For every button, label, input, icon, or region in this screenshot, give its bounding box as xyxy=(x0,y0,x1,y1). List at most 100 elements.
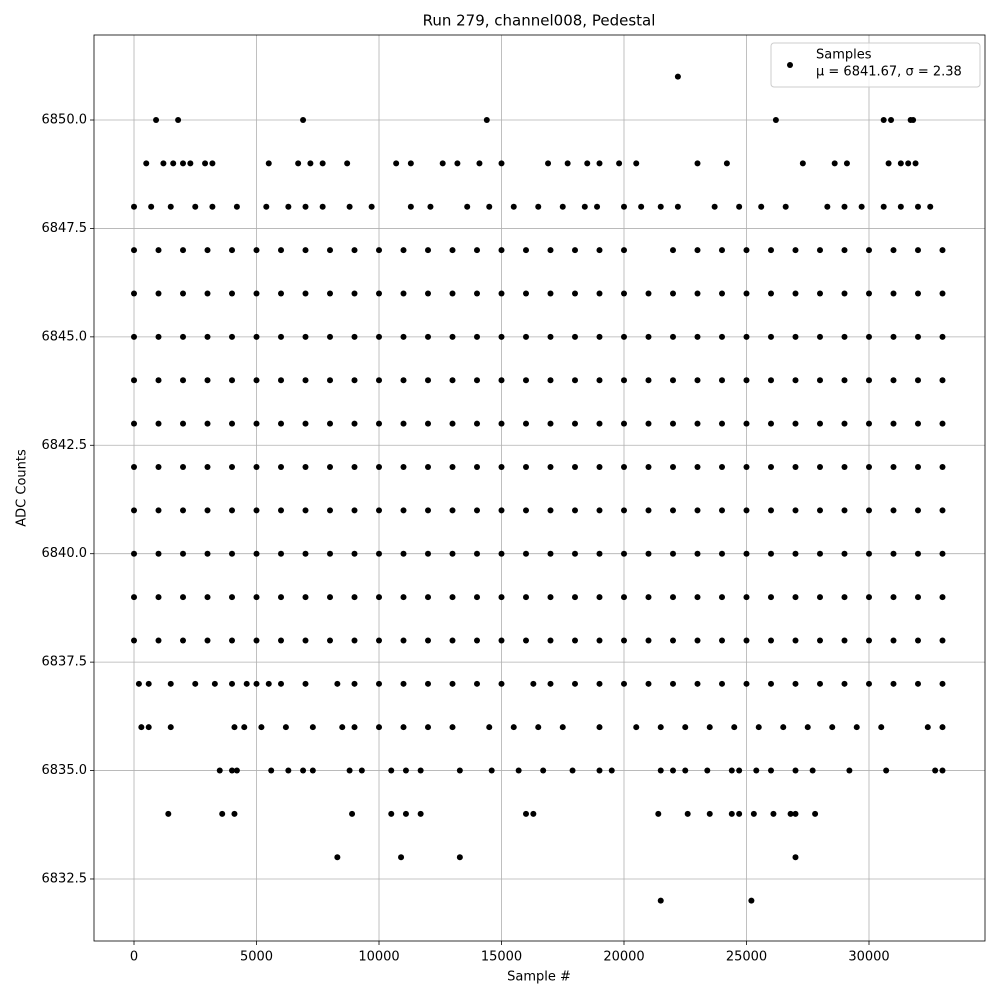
sample-point xyxy=(596,724,603,731)
sample-point xyxy=(302,247,309,254)
sample-point xyxy=(351,507,358,514)
sample-point xyxy=(596,507,603,514)
sample-point xyxy=(351,247,358,254)
x-tick-label: 15000 xyxy=(481,950,522,965)
sample-point xyxy=(192,203,199,210)
sample-point xyxy=(645,377,652,384)
sample-point xyxy=(547,594,554,601)
sample-point xyxy=(302,290,309,297)
sample-point xyxy=(498,420,505,427)
sample-point xyxy=(905,160,912,167)
sample-point xyxy=(474,420,481,427)
sample-point xyxy=(939,377,946,384)
sample-point xyxy=(498,333,505,340)
sample-point xyxy=(890,680,897,687)
sample-point xyxy=(344,160,351,167)
sample-point xyxy=(736,810,743,817)
sample-point xyxy=(914,247,921,254)
sample-point xyxy=(449,420,456,427)
sample-point xyxy=(669,333,676,340)
sample-point xyxy=(743,290,750,297)
sample-point xyxy=(841,507,848,514)
sample-point xyxy=(253,507,260,514)
grid xyxy=(94,35,985,941)
sample-point xyxy=(253,637,260,644)
sample-point xyxy=(890,463,897,470)
sample-point xyxy=(816,333,823,340)
sample-point xyxy=(351,377,358,384)
sample-point xyxy=(145,724,152,731)
sample-point xyxy=(131,290,138,297)
sample-point xyxy=(878,724,885,731)
sample-point xyxy=(694,463,701,470)
sample-point xyxy=(682,767,689,774)
sample-point xyxy=(753,767,760,774)
sample-point xyxy=(474,637,481,644)
sample-point xyxy=(449,680,456,687)
sample-point xyxy=(831,160,838,167)
sample-point xyxy=(229,420,236,427)
sample-point xyxy=(596,290,603,297)
sample-point xyxy=(880,203,887,210)
sample-point xyxy=(841,333,848,340)
sample-point xyxy=(888,117,895,124)
sample-point xyxy=(645,290,652,297)
sample-point xyxy=(346,203,353,210)
sample-point xyxy=(425,377,432,384)
sample-point xyxy=(253,420,260,427)
sample-point xyxy=(669,420,676,427)
sample-point xyxy=(309,767,316,774)
sample-point xyxy=(351,637,358,644)
sample-point xyxy=(748,897,755,904)
sample-point xyxy=(388,767,395,774)
sample-point xyxy=(376,247,383,254)
sample-point xyxy=(180,247,187,254)
sample-point xyxy=(302,203,309,210)
sample-point xyxy=(474,463,481,470)
sample-point xyxy=(253,463,260,470)
sample-point xyxy=(376,333,383,340)
sample-point xyxy=(865,637,872,644)
sample-point xyxy=(674,203,681,210)
sample-point xyxy=(231,810,238,817)
sample-point xyxy=(231,724,238,731)
sample-point xyxy=(523,333,530,340)
sample-point xyxy=(939,637,946,644)
sample-point xyxy=(523,594,530,601)
sample-point xyxy=(376,463,383,470)
sample-point xyxy=(540,767,547,774)
sample-point xyxy=(704,767,711,774)
sample-point xyxy=(229,594,236,601)
sample-point xyxy=(327,420,334,427)
sample-point xyxy=(219,810,226,817)
sample-point xyxy=(300,117,307,124)
sample-point xyxy=(718,637,725,644)
sample-point xyxy=(143,160,150,167)
sample-point xyxy=(153,117,160,124)
sample-point xyxy=(912,160,919,167)
sample-point xyxy=(767,247,774,254)
sample-point xyxy=(767,637,774,644)
sample-point xyxy=(914,377,921,384)
sample-point xyxy=(400,247,407,254)
sample-point xyxy=(865,290,872,297)
sample-point xyxy=(792,507,799,514)
marks xyxy=(131,73,946,904)
sample-point xyxy=(498,160,505,167)
sample-point xyxy=(400,594,407,601)
sample-point xyxy=(792,333,799,340)
sample-point xyxy=(204,637,211,644)
y-tick-label: 6832.5 xyxy=(42,871,88,886)
sample-point xyxy=(187,160,194,167)
sample-point xyxy=(694,637,701,644)
sample-point xyxy=(645,420,652,427)
sample-point xyxy=(581,203,588,210)
sample-point xyxy=(253,247,260,254)
sample-point xyxy=(180,160,187,167)
sample-point xyxy=(890,594,897,601)
sample-point xyxy=(155,377,162,384)
sample-point xyxy=(939,290,946,297)
sample-point xyxy=(547,550,554,557)
sample-point xyxy=(449,290,456,297)
sample-point xyxy=(474,333,481,340)
